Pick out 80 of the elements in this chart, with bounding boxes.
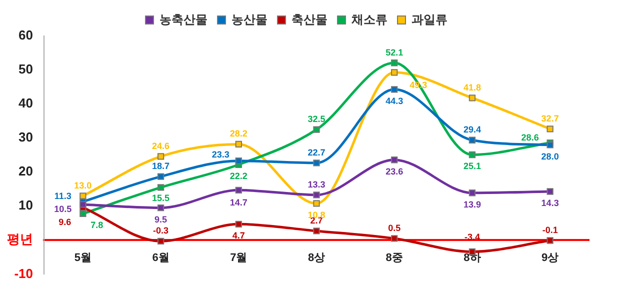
point xyxy=(313,126,320,133)
y-tick-label: 50 xyxy=(18,62,33,77)
data-label: 29.4 xyxy=(463,124,481,135)
point xyxy=(391,60,398,66)
point xyxy=(546,126,554,132)
x-tick-label: 5월 xyxy=(74,252,92,264)
point xyxy=(468,94,476,102)
point xyxy=(391,235,398,242)
y-tick-label: 10 xyxy=(18,198,33,213)
y-tick-label: 60 xyxy=(18,28,33,43)
data-label: 32.5 xyxy=(308,114,326,124)
legend-label: 농산물 xyxy=(232,12,268,26)
data-label: 23.3 xyxy=(212,149,230,160)
point xyxy=(391,86,398,93)
data-label: 13.0 xyxy=(74,180,92,190)
x-tick-label: 6월 xyxy=(152,252,170,264)
data-label: 22.7 xyxy=(308,147,326,158)
data-label: 10.8 xyxy=(308,210,326,220)
data-label: 41.8 xyxy=(463,82,481,92)
data-label: 4.7 xyxy=(232,230,245,241)
point xyxy=(391,69,398,76)
data-label: 0.5 xyxy=(388,222,401,233)
point xyxy=(546,188,554,195)
data-label: 28.2 xyxy=(230,128,248,139)
data-label: 13.9 xyxy=(463,199,481,210)
point xyxy=(80,201,86,208)
data-label: 44.3 xyxy=(386,96,404,106)
point xyxy=(80,192,86,200)
data-label: 25.1 xyxy=(463,161,481,172)
point xyxy=(546,237,554,244)
data-label: 14.7 xyxy=(230,198,248,208)
data-label: 13.3 xyxy=(308,179,326,190)
point xyxy=(313,228,320,234)
data-label: 32.7 xyxy=(541,113,559,124)
point xyxy=(468,136,476,144)
data-label: 7.8 xyxy=(90,220,104,230)
point xyxy=(235,158,242,164)
x-tick-label: 8중 xyxy=(386,252,403,264)
y-tick-label: 30 xyxy=(18,130,33,145)
legend-label: 채소류 xyxy=(350,12,388,26)
data-label: 28.6 xyxy=(521,132,539,142)
legend-label: 과일류 xyxy=(412,12,448,26)
y-tick-label: 40 xyxy=(18,96,33,111)
data-label: 23.6 xyxy=(386,166,404,176)
point xyxy=(468,190,476,196)
data-label: 24.6 xyxy=(152,140,170,151)
legend-label: 축산물 xyxy=(292,12,328,26)
data-label: -0.1 xyxy=(542,224,558,235)
legend-label: 농축산물 xyxy=(160,12,208,26)
point xyxy=(157,173,164,180)
data-label: 9.5 xyxy=(154,214,168,224)
y-tick-label: 평년 xyxy=(7,232,33,247)
data-label: 28.0 xyxy=(541,151,559,162)
y-tick-label: 20 xyxy=(18,164,33,179)
data-label: 22.2 xyxy=(230,171,248,182)
y-tick-label: -10 xyxy=(14,266,33,281)
data-label: 15.5 xyxy=(152,192,170,203)
point xyxy=(235,186,242,194)
data-label: 18.7 xyxy=(152,161,170,172)
point xyxy=(157,238,164,245)
point xyxy=(80,210,86,217)
data-label: 11.3 xyxy=(54,191,72,202)
data-label: 9.6 xyxy=(58,216,72,227)
point xyxy=(313,200,320,207)
x-tick-label: 9상 xyxy=(542,252,559,264)
point xyxy=(235,140,242,148)
point xyxy=(313,160,320,166)
point xyxy=(157,204,164,212)
point xyxy=(313,192,320,198)
data-label: -0.3 xyxy=(153,226,169,236)
x-tick-label: 7월 xyxy=(230,252,248,264)
point xyxy=(157,184,164,191)
data-label: 52.1 xyxy=(386,47,404,58)
point xyxy=(157,153,164,160)
data-label: 14.3 xyxy=(541,198,559,208)
data-label: 10.5 xyxy=(54,204,72,214)
point xyxy=(235,220,242,228)
point xyxy=(391,156,398,164)
point xyxy=(468,151,476,158)
x-tick-label: 8상 xyxy=(308,252,326,264)
